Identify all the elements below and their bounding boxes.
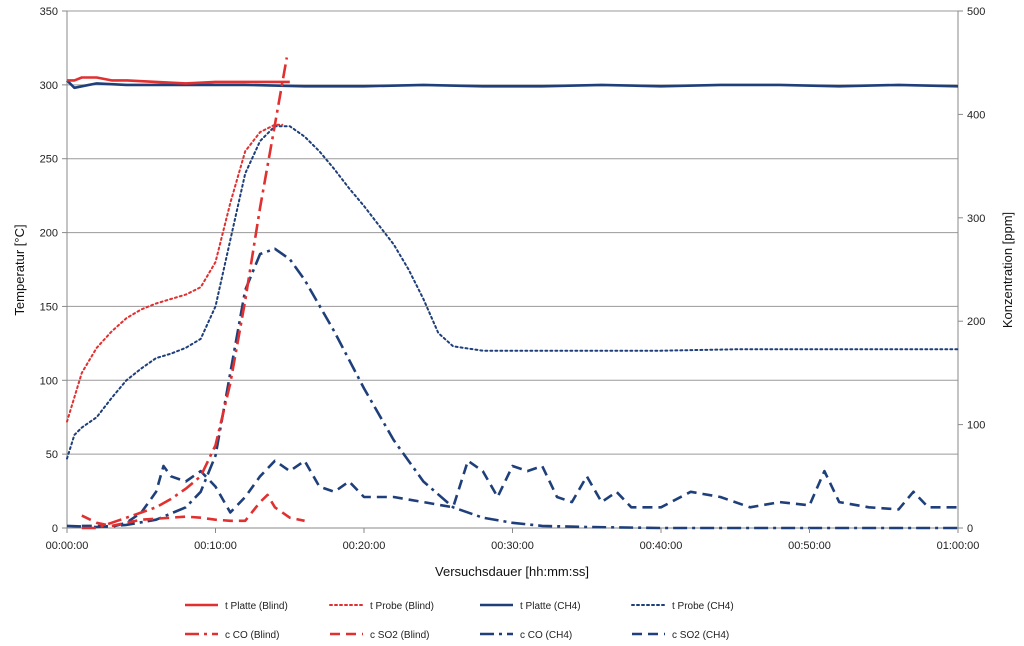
series-line-c-so2-blind: [81, 493, 305, 528]
series-line-t-platte-blind: [67, 76, 290, 85]
y-left-tick-label: 150: [40, 301, 58, 313]
series-line-t-probe-ch4: [66, 125, 959, 460]
series-line-c-co-ch4: [66, 247, 958, 530]
y-right-tick-label: 300: [967, 213, 985, 225]
legend-label: t Platte (Blind): [225, 601, 288, 612]
x-tick-label: 01:00:00: [937, 540, 980, 552]
y-right-tick-label: 200: [967, 316, 985, 328]
y-left-tick-label: 250: [40, 154, 58, 166]
series-line-c-co-blind: [81, 57, 289, 530]
y-right-tick-label: 500: [967, 6, 985, 18]
y-right-tick-label: 0: [967, 523, 973, 535]
series-group: [66, 57, 959, 530]
x-tick-label: 00:00:00: [46, 540, 89, 552]
axis-ticks: 0 50 100 150 200 250 300 350 0 100 200 300 400 500 00:…: [40, 6, 986, 552]
series-line-t-platte-ch4: [66, 79, 959, 90]
x-tick-label: 00:10:00: [194, 540, 237, 552]
legend-label: c SO2 (CH4): [672, 630, 729, 641]
legend-label: t Platte (CH4): [520, 601, 581, 612]
legend-label: c SO2 (Blind): [370, 630, 429, 641]
y-left-tick-label: 200: [40, 228, 58, 240]
y-left-tick-label: 350: [40, 6, 58, 18]
series-line-c-so2-ch4: [81, 459, 958, 529]
legend-label: t Probe (Blind): [370, 601, 434, 612]
legend-label: c CO (Blind): [225, 630, 279, 641]
y-axis-left-title: Temperatur [°C]: [12, 224, 27, 315]
legend: t Platte (Blind) t Probe (Blind) t Platte …: [185, 601, 734, 641]
y-left-tick-label: 100: [40, 375, 58, 387]
y-axis-right-title: Konzentration [ppm]: [1000, 212, 1015, 328]
x-tick-label: 00:30:00: [491, 540, 534, 552]
x-tick-label: 00:50:00: [788, 540, 831, 552]
legend-label: c CO (CH4): [520, 630, 572, 641]
y-right-tick-label: 400: [967, 109, 985, 121]
y-left-tick-label: 50: [46, 449, 58, 461]
x-tick-label: 00:40:00: [640, 540, 683, 552]
x-axis-title: Versuchsdauer [hh:mm:ss]: [435, 564, 589, 579]
y-left-tick-label: 300: [40, 80, 58, 92]
x-tick-label: 00:20:00: [343, 540, 386, 552]
series-line-t-probe-blind: [66, 123, 284, 423]
y-right-tick-label: 100: [967, 420, 985, 432]
y-left-tick-label: 0: [52, 523, 58, 535]
legend-label: t Probe (CH4): [672, 601, 734, 612]
